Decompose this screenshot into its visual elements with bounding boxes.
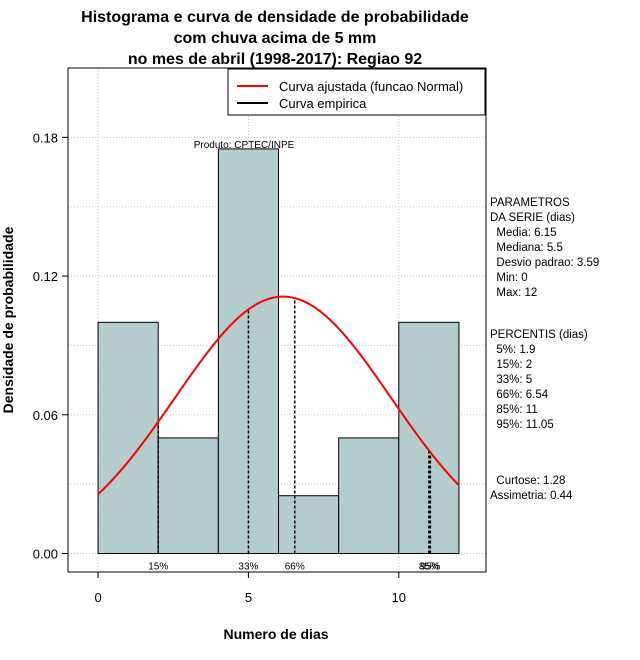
stats-parametros-line: PARAMETROS: [490, 197, 570, 209]
x-axis-label: Numero de dias: [223, 626, 328, 642]
y-tick-label: 0.18: [33, 130, 58, 145]
histogram-bar: [338, 437, 400, 555]
y-tick-label: 0.00: [33, 547, 58, 562]
stats-parametros-line: Min: 0: [490, 272, 528, 284]
stats-percentis-line: 85%: 11: [490, 404, 538, 416]
stats-parametros-line: Mediana: 5.5: [490, 242, 563, 254]
title-line: no mes de abril (1998-2017): Regiao 92: [128, 51, 422, 68]
y-axis-label: Densidade de probabilidade: [0, 226, 16, 413]
histogram-bars: [97, 148, 460, 555]
legend-label: Curva ajustada (funcao Normal): [279, 79, 463, 94]
percentile-lines: 15% 33% 66% 85%95%: [98, 298, 459, 573]
histogram-bar: [278, 495, 340, 555]
stats-parametros-line: Media: 6.15: [490, 227, 556, 239]
stats-parametros-line: DA SERIE (dias): [490, 212, 575, 224]
percentile-label: 95%: [420, 562, 440, 573]
histogram-bar: [97, 321, 159, 555]
title-line: com chuva acima de 5 mm: [174, 30, 377, 47]
y-tick-label: 0.06: [33, 408, 58, 423]
stats-percentis-line: 15%: 2: [490, 359, 532, 371]
legend: Curva ajustada (funcao Normal) Curva empi…: [227, 68, 486, 116]
percentile-label: 66%: [285, 562, 305, 573]
stats-percentis-line: 95%: 11.05: [490, 419, 554, 431]
stats-parametros-line: Desvio padrao: 3.59: [490, 257, 599, 269]
stats-percentis-line: PERCENTIS (dias): [490, 329, 588, 341]
product-annotation: Produto: CPTEC/INPE: [194, 140, 295, 151]
y-tick-label: 0.12: [33, 269, 58, 284]
x-tick-label: 5: [245, 590, 252, 605]
stats-shape-line: Assimetria: 0.44: [490, 490, 573, 502]
stats-percentis-line: 5%: 1.9: [490, 344, 535, 356]
percentile-label: 33%: [238, 562, 258, 573]
legend-box: [227, 68, 486, 116]
stats-percentis-line: 66%: 6.54: [490, 389, 549, 401]
axes: 0 5 10 0.00 0.06 0.12 0.18 Numero de dias Densid…: [0, 130, 406, 642]
stats-shape-line: Curtose: 1.28: [490, 475, 565, 487]
histogram-bar: [398, 321, 460, 555]
chart-title: Histograma e curva de densidade de proba…: [81, 9, 469, 68]
normal-curve-path: [97, 295, 460, 496]
percentile-label: 85%: [419, 562, 439, 573]
stats-parametros-line: Max: 12: [490, 287, 537, 299]
normal-curve: [97, 295, 460, 496]
stats-percentis-line: 33%: 5: [490, 374, 532, 386]
histogram-bar: [157, 437, 219, 555]
legend-label: Curva empirica: [279, 96, 367, 111]
percentile-label: 15%: [148, 562, 168, 573]
x-tick-label: 10: [392, 590, 406, 605]
x-tick-label: 0: [94, 590, 101, 605]
stats-panel: PARAMETROS DA SERIE (dias) Media: 6.15 Me…: [490, 197, 599, 502]
title-line: Histograma e curva de densidade de proba…: [81, 9, 469, 26]
